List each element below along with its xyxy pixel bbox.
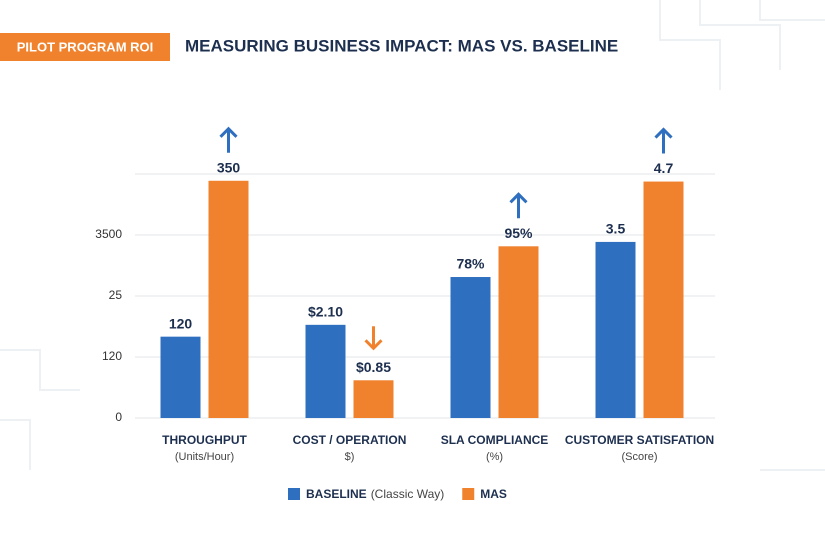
x-tick-sublabel: $) — [345, 451, 355, 463]
badge-text: PILOT PROGRAM ROI — [17, 39, 154, 54]
data-label: 350 — [217, 159, 241, 175]
bar — [498, 246, 539, 418]
data-label: 78% — [456, 256, 485, 272]
x-tick-sublabel: (Score) — [621, 451, 657, 463]
trend-arrow — [364, 326, 383, 351]
x-tick-label: THROUGHPUT — [162, 433, 247, 447]
legend-note: (Classic Way) — [371, 487, 445, 501]
trend-arrow — [219, 126, 238, 153]
legend-swatch — [462, 488, 475, 500]
background-circuit — [0, 0, 825, 471]
x-tick-sublabel: (Units/Hour) — [175, 451, 234, 463]
x-tick-sublabel: (%) — [486, 451, 503, 463]
data-label: 3.5 — [606, 221, 626, 237]
x-tick-label: SLA COMPLIANCE — [441, 433, 549, 447]
bar — [450, 277, 491, 418]
bar — [208, 180, 249, 418]
chart-title: MEASURING BUSINESS IMPACT: MAS VS. BASEL… — [185, 36, 618, 55]
y-tick-label: 3500 — [95, 227, 122, 241]
legend-swatch — [288, 488, 300, 500]
y-tick-label: 25 — [109, 288, 123, 302]
legend-label: MAS — [480, 487, 507, 501]
y-tick-label: 0 — [115, 410, 122, 424]
bar — [353, 380, 394, 418]
badge — [0, 33, 170, 61]
bar — [643, 181, 684, 418]
trend-arrow — [509, 192, 528, 219]
bar — [595, 241, 636, 418]
bar — [160, 336, 201, 418]
x-tick-label: COST / OPERATION — [293, 433, 407, 447]
x-tick-label: CUSTOMER SATISFATION — [565, 433, 714, 447]
legend-label: BASELINE — [306, 487, 367, 501]
data-label: $0.85 — [356, 359, 391, 375]
data-label: 4.7 — [654, 160, 674, 176]
data-label: 120 — [169, 315, 193, 331]
y-tick-label: 120 — [102, 349, 122, 363]
data-label: $2.10 — [308, 304, 343, 320]
bar — [305, 324, 346, 418]
trend-arrow — [654, 127, 673, 154]
data-label: 95% — [504, 225, 533, 241]
